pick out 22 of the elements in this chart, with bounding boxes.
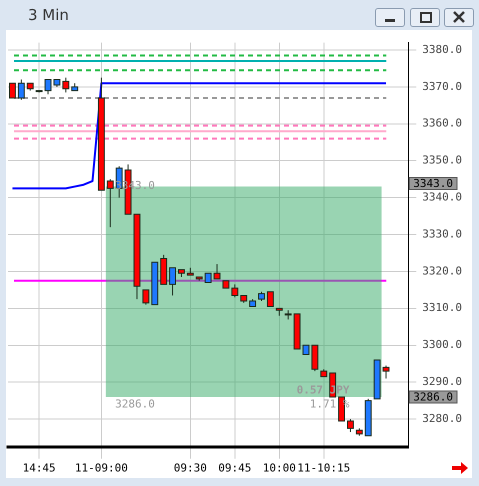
x-tick-label: 09:45	[218, 461, 252, 474]
text: 3343.0	[413, 176, 454, 190]
x-tick-label: 11-10:15	[297, 461, 350, 474]
annotation: 3343.0	[115, 178, 155, 192]
y-tick-label: 3370.0	[422, 80, 462, 93]
x-tick-label: 09:30	[174, 461, 207, 474]
y-tick-label: 3290.0	[422, 375, 462, 388]
x-tick-label: 10:00	[262, 461, 296, 474]
text: 3286.0	[413, 390, 454, 404]
y-tick-label: 3330.0	[422, 227, 462, 240]
y-tick-label: 3300.0	[422, 338, 462, 352]
x-tick-label: 14:45	[22, 461, 56, 474]
chart-title: 3 Min	[28, 6, 69, 24]
x-tick-label: 11-09:00	[74, 461, 128, 474]
annotation: 3286.0	[115, 397, 155, 410]
y-tick-label: 3360.0	[422, 116, 462, 130]
y-tick-label: 3310.0	[422, 301, 462, 314]
y-tick-label: 3320.0	[422, 264, 462, 278]
y-tick-label: 3280.0	[422, 412, 462, 425]
y-tick-label: 3340.0	[422, 190, 462, 204]
y-tick-label: 3350.0	[422, 154, 462, 167]
y-tick-label: 3380.0	[422, 42, 462, 56]
